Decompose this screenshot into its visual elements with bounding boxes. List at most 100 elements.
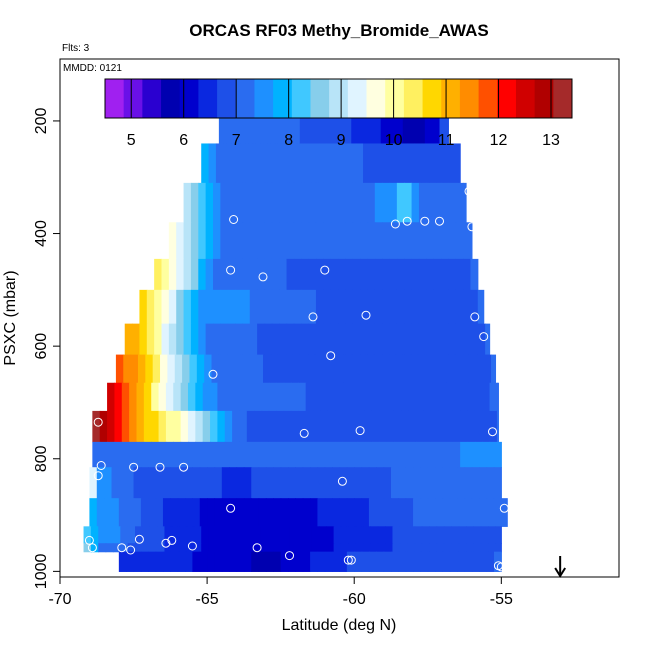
sample-point — [155, 462, 165, 472]
heatmap-cell — [226, 118, 235, 145]
heatmap-cell — [129, 382, 138, 412]
heatmap-cell — [389, 258, 398, 291]
heatmap-cell — [260, 143, 269, 184]
heatmap-cell — [474, 410, 483, 443]
heatmap-cell — [380, 118, 389, 145]
heatmap-cell — [83, 526, 92, 544]
heatmap-cell — [327, 382, 336, 412]
heatmap-cell — [407, 143, 416, 184]
sample-point — [467, 222, 477, 232]
heatmap-cell — [330, 222, 339, 260]
heatmap-cell — [124, 323, 133, 356]
heatmap-cell — [298, 382, 307, 412]
heatmap-cell — [295, 467, 304, 499]
heatmap-cell — [404, 222, 413, 260]
heatmap-cell — [358, 118, 367, 145]
colorbar-tick-label: 12 — [490, 132, 508, 149]
heatmap-cell — [314, 118, 323, 145]
heatmap-cell — [404, 258, 413, 291]
heatmap-cell — [288, 498, 296, 527]
heatmap-cell — [374, 258, 383, 291]
heatmap-cell — [360, 289, 369, 325]
heatmap-cell — [242, 222, 251, 260]
heatmap-cell — [276, 382, 285, 412]
heatmap-cell — [373, 118, 382, 145]
heatmap-cell — [439, 118, 448, 145]
heatmap-cell — [304, 543, 313, 553]
heatmap-cell — [392, 526, 401, 544]
heatmap-cell — [202, 382, 211, 412]
heatmap-cell — [111, 467, 120, 499]
heatmap-cell — [249, 323, 258, 356]
heatmap-cell — [320, 382, 329, 412]
heatmap-cell — [360, 182, 369, 223]
heatmap-cell — [376, 551, 385, 572]
x-axis: -70 -65 -60 -55 — [48, 577, 513, 608]
heatmap-cell — [407, 543, 416, 553]
heatmap-cell — [368, 551, 377, 572]
heatmap-cell — [89, 498, 98, 527]
heatmap-cell — [242, 323, 251, 356]
heatmap-cell — [308, 258, 317, 291]
heatmap-cell — [346, 467, 355, 499]
heatmap-cell — [277, 118, 286, 145]
heatmap-cell — [126, 467, 135, 499]
heatmap-cell — [307, 354, 316, 384]
heatmap-cell — [360, 222, 369, 260]
heatmap-cell — [139, 323, 148, 356]
heatmap-cell — [192, 551, 201, 572]
heatmap-cell — [486, 551, 495, 572]
heatmap-cell — [315, 182, 324, 223]
heatmap-cell — [98, 526, 107, 544]
heatmap-cell — [433, 258, 442, 291]
heatmap-cell — [401, 410, 410, 443]
heatmap-cell — [371, 382, 380, 412]
heatmap-cell — [463, 323, 472, 356]
y-tick-label: 200 — [33, 107, 50, 134]
heatmap-cell — [438, 441, 447, 468]
heatmap-cell — [254, 382, 263, 412]
heatmap-cell — [239, 441, 248, 468]
colorbar-swatch — [366, 79, 386, 118]
heatmap-cell — [186, 543, 195, 553]
heatmap-cell — [160, 354, 168, 384]
heatmap-cell — [242, 182, 251, 223]
heatmap-cell — [227, 222, 236, 260]
heatmap-cell — [196, 354, 205, 384]
heatmap-cell — [363, 543, 371, 553]
heatmap-cell — [105, 543, 114, 553]
heatmap-cell — [268, 382, 277, 412]
heatmap-cell — [401, 382, 410, 412]
heatmap-cell — [367, 289, 376, 325]
colorbar-swatch — [291, 79, 311, 118]
heatmap-cell — [283, 410, 292, 443]
heatmap-cell — [367, 182, 376, 223]
heatmap-cell — [441, 222, 449, 260]
heatmap-cell — [446, 354, 455, 384]
heatmap-cell — [267, 543, 276, 553]
heatmap-cell — [258, 551, 267, 572]
heatmap-cell — [373, 354, 382, 384]
sample-point — [93, 417, 103, 427]
heatmap-cell — [190, 182, 199, 223]
colorbar-swatch — [105, 79, 125, 118]
heatmap-cell — [258, 498, 267, 527]
heatmap-cell — [221, 498, 230, 527]
heatmap-cell — [133, 551, 142, 572]
heatmap-cell — [192, 498, 201, 527]
heatmap-cell — [483, 354, 492, 384]
heatmap-cell — [408, 382, 417, 412]
heatmap-cell — [388, 354, 396, 384]
heatmap-cell — [251, 551, 260, 572]
heatmap-cell — [217, 441, 226, 468]
colorbar-swatch — [235, 79, 255, 118]
sample-point — [258, 272, 268, 282]
heatmap-cell — [449, 551, 458, 572]
heatmap-cell — [423, 441, 432, 468]
heatmap-cell — [327, 441, 336, 468]
heatmap-cell — [208, 543, 217, 553]
heatmap-cell — [90, 526, 99, 544]
heatmap-cell — [317, 467, 326, 499]
heatmap-cell — [233, 354, 242, 384]
heatmap-cell — [495, 543, 502, 553]
